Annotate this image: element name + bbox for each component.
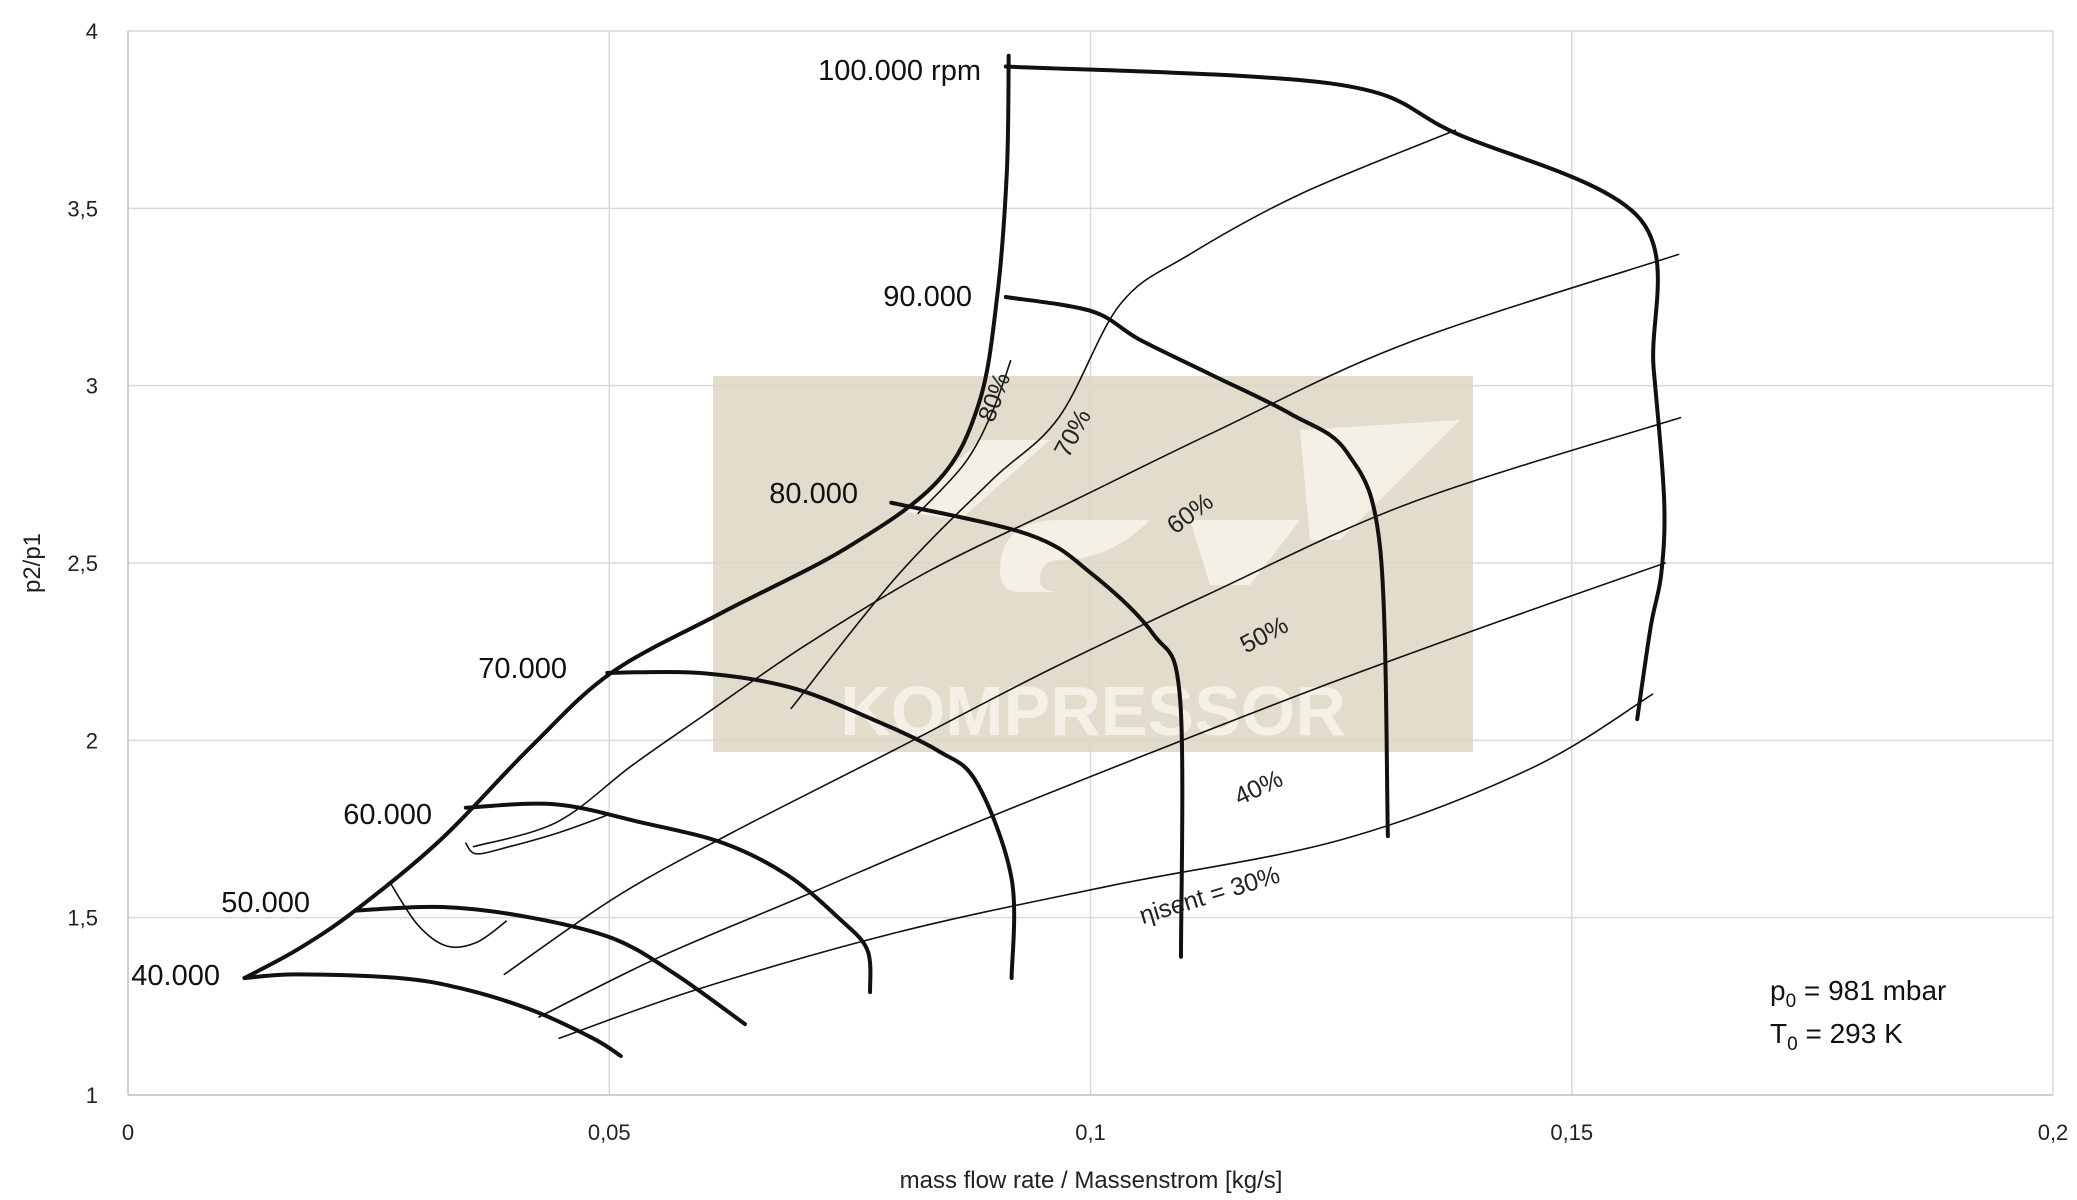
x-tick-label: 0 (122, 1120, 134, 1145)
y-tick-label: 3,5 (67, 196, 98, 221)
speed-line-label: 60.000 (343, 799, 432, 831)
operating-conditions: p0 = 981 mbar T0 = 293 K (1770, 975, 1946, 1055)
y-tick-label: 2 (86, 728, 98, 753)
speed-line-label: 70.000 (478, 653, 567, 685)
condition-t0-symbol: T (1770, 1018, 1787, 1049)
condition-t0-subscript: 0 (1787, 1034, 1798, 1055)
efficiency-line (465, 814, 610, 855)
efficiency-line-label: 40% (1230, 764, 1287, 811)
y-tick-label: 4 (86, 19, 98, 44)
speed-line (1003, 295, 1390, 839)
y-tick-label: 3 (86, 374, 98, 399)
x-tick-label: 0,2 (2038, 1120, 2069, 1145)
condition-p0-subscript: 0 (1786, 991, 1797, 1012)
speed-line (605, 669, 1017, 980)
efficiency-line (503, 416, 1682, 976)
y-tick-label: 2,5 (67, 551, 98, 576)
x-axis-label: mass flow rate / Massenstrom [kg/s] (900, 1167, 1283, 1194)
efficiency-line (558, 693, 1654, 1040)
watermark-text: KOMPRESSOR (840, 672, 1346, 750)
speed-line (463, 801, 873, 995)
x-tick-label: 0,15 (1550, 1120, 1593, 1145)
speed-line-label: 40.000 (131, 960, 220, 992)
condition-p0-symbol: p (1770, 975, 1786, 1006)
surge-line (242, 53, 1011, 980)
axes (127, 31, 2053, 1096)
speed-line-label: 50.000 (221, 887, 310, 919)
condition-t0: T0 = 293 K (1770, 1018, 1903, 1055)
efficiency-line (538, 562, 1666, 1018)
speed-line-label: 80.000 (769, 478, 858, 510)
speed-line (1003, 64, 1667, 722)
condition-p0-value: = 981 mbar (1796, 975, 1946, 1006)
efficiency-lines (389, 129, 1682, 1040)
watermark-logo: KOMPRESSOR (713, 376, 1473, 752)
y-tick-label: 1,5 (67, 906, 98, 931)
speed-line (353, 904, 747, 1027)
speed-line (889, 500, 1185, 959)
tick-labels: 0 0,05 0,1 0,15 0,2 1 1,5 2 2,5 3 3,5 4 (67, 19, 2068, 1145)
speed-line (242, 972, 623, 1058)
efficiency-line (790, 129, 1457, 710)
speed-line-label: 100.000 rpm (818, 55, 981, 87)
y-axis-label: p2/p1 (19, 533, 46, 593)
x-tick-label: 0,05 (588, 1120, 631, 1145)
efficiency-line (389, 881, 508, 949)
condition-t0-value: = 293 K (1798, 1018, 1903, 1049)
efficiency-line (472, 253, 1680, 848)
speed-line-label: 90.000 (883, 281, 972, 313)
y-tick-label: 1 (86, 1083, 98, 1108)
efficiency-line (917, 360, 1012, 515)
efficiency-line-label: ηisent = 30% (1136, 861, 1283, 930)
speed-lines (242, 53, 1667, 1058)
condition-p0: p0 = 981 mbar (1770, 975, 1946, 1012)
x-tick-label: 0,1 (1075, 1120, 1106, 1145)
